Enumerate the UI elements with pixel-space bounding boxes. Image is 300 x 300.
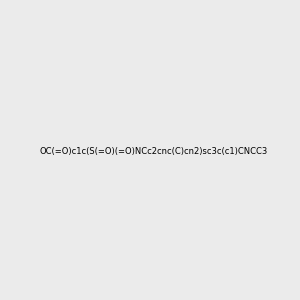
- Text: OC(=O)c1c(S(=O)(=O)NCc2cnc(C)cn2)sc3c(c1)CNCC3: OC(=O)c1c(S(=O)(=O)NCc2cnc(C)cn2)sc3c(c1…: [40, 147, 268, 156]
